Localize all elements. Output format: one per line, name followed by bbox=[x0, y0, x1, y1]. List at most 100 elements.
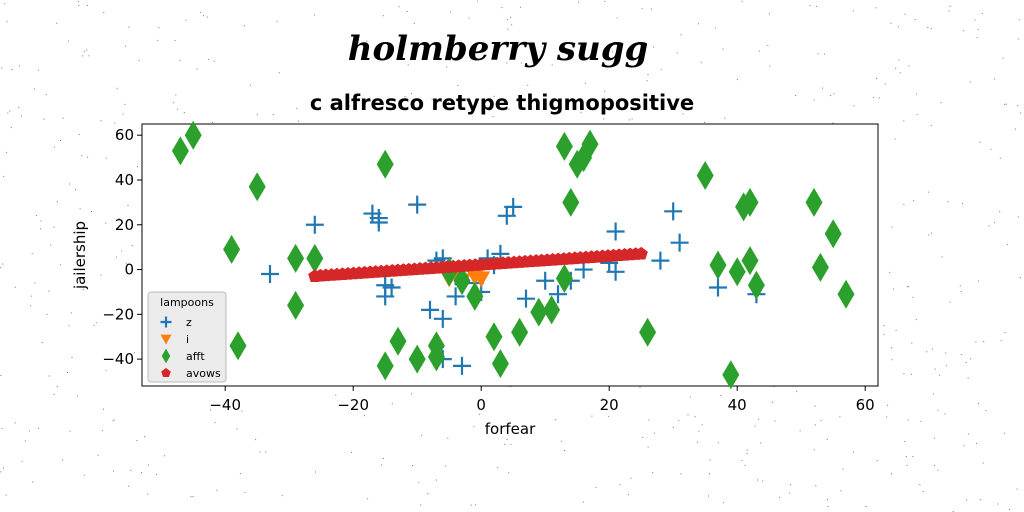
speckle-dot bbox=[62, 460, 63, 461]
speckle-dot bbox=[839, 416, 840, 417]
speckle-dot bbox=[436, 480, 437, 481]
speckle-dot bbox=[895, 139, 896, 140]
speckle-dot bbox=[197, 68, 198, 69]
speckle-dot bbox=[745, 465, 746, 466]
speckle-dot bbox=[367, 498, 368, 499]
speckle-dot bbox=[690, 397, 691, 398]
speckle-dot bbox=[578, 2, 579, 3]
speckle-dot bbox=[816, 6, 817, 7]
speckle-dot bbox=[474, 426, 475, 427]
speckle-dot bbox=[720, 395, 721, 396]
speckle-dot bbox=[673, 427, 674, 428]
speckle-dot bbox=[908, 65, 909, 66]
speckle-dot bbox=[931, 28, 932, 29]
speckle-dot bbox=[830, 95, 831, 96]
speckle-dot bbox=[915, 19, 916, 20]
speckle-dot bbox=[983, 463, 984, 464]
speckle-dot bbox=[648, 74, 649, 75]
speckle-dot bbox=[164, 455, 165, 456]
speckle-dot bbox=[25, 441, 26, 442]
speckle-dot bbox=[911, 374, 912, 375]
speckle-dot bbox=[78, 1, 79, 2]
speckle-dot bbox=[1009, 509, 1010, 510]
speckle-dot bbox=[106, 370, 107, 371]
speckle-dot bbox=[130, 470, 131, 471]
speckle-dot bbox=[34, 88, 35, 89]
speckle-dot bbox=[701, 62, 702, 63]
speckle-dot bbox=[469, 18, 470, 19]
speckle-dot bbox=[282, 495, 283, 496]
speckle-dot bbox=[259, 451, 260, 452]
speckle-dot bbox=[114, 123, 115, 124]
speckle-dot bbox=[57, 201, 58, 202]
speckle-dot bbox=[723, 502, 724, 503]
speckle-dot bbox=[527, 85, 528, 86]
speckle-dot bbox=[477, 1, 478, 2]
speckle-dot bbox=[510, 17, 511, 18]
speckle-dot bbox=[950, 6, 951, 7]
speckle-dot bbox=[968, 377, 969, 378]
speckle-dot bbox=[86, 50, 87, 51]
speckle-dot bbox=[821, 420, 822, 421]
speckle-dot bbox=[36, 215, 37, 216]
speckle-dot bbox=[0, 375, 1, 376]
speckle-dot bbox=[156, 474, 157, 475]
speckle-dot bbox=[84, 475, 85, 476]
speckle-dot bbox=[136, 440, 137, 441]
speckle-dot bbox=[651, 9, 652, 10]
speckle-dot bbox=[990, 149, 991, 150]
speckle-dot bbox=[54, 227, 55, 228]
speckle-dot bbox=[273, 114, 274, 115]
speckle-dot bbox=[833, 93, 834, 94]
speckle-dot bbox=[617, 18, 618, 19]
speckle-dot bbox=[966, 500, 967, 501]
speckle-dot bbox=[648, 447, 649, 448]
speckle-dot bbox=[928, 234, 929, 235]
speckle-dot bbox=[82, 55, 83, 56]
speckle-dot bbox=[824, 54, 825, 55]
speckle-dot bbox=[945, 353, 946, 354]
speckle-dot bbox=[54, 394, 55, 395]
speckle-dot bbox=[977, 37, 978, 38]
speckle-dot bbox=[475, 504, 476, 505]
speckle-dot bbox=[654, 433, 655, 434]
speckle-dot bbox=[903, 120, 904, 121]
speckle-dot bbox=[237, 428, 238, 429]
speckle-dot bbox=[904, 441, 905, 442]
speckle-dot bbox=[101, 120, 102, 121]
speckle-dot bbox=[974, 20, 975, 21]
speckle-dot bbox=[46, 94, 47, 95]
speckle-dot bbox=[279, 72, 280, 73]
speckle-dot bbox=[1017, 105, 1018, 106]
y-axis-label: jailership bbox=[71, 221, 89, 290]
speckle-dot bbox=[87, 5, 88, 6]
speckle-dot bbox=[407, 11, 408, 12]
y-tick-label: −40 bbox=[102, 350, 134, 368]
speckle-dot bbox=[1007, 244, 1008, 245]
speckle-dot bbox=[866, 506, 867, 507]
speckle-dot bbox=[884, 325, 885, 326]
speckle-dot bbox=[931, 125, 932, 126]
speckle-dot bbox=[853, 11, 854, 12]
speckle-dot bbox=[124, 104, 125, 105]
speckle-dot bbox=[640, 387, 641, 388]
speckle-dot bbox=[843, 469, 844, 470]
y-tick-label: 60 bbox=[115, 126, 134, 144]
speckle-dot bbox=[80, 208, 81, 209]
y-tick-label: −20 bbox=[102, 305, 134, 323]
speckle-dot bbox=[723, 48, 724, 49]
speckle-dot bbox=[1019, 19, 1020, 20]
speckle-dot bbox=[934, 438, 935, 439]
speckle-dot bbox=[113, 420, 114, 421]
speckle-dot bbox=[148, 465, 149, 466]
speckle-dot bbox=[203, 15, 204, 16]
speckle-dot bbox=[939, 375, 940, 376]
speckle-dot bbox=[961, 291, 962, 292]
speckle-dot bbox=[962, 203, 963, 204]
speckle-dot bbox=[818, 53, 819, 54]
speckle-dot bbox=[6, 495, 7, 496]
speckle-dot bbox=[102, 430, 103, 431]
speckle-dot bbox=[57, 386, 58, 387]
